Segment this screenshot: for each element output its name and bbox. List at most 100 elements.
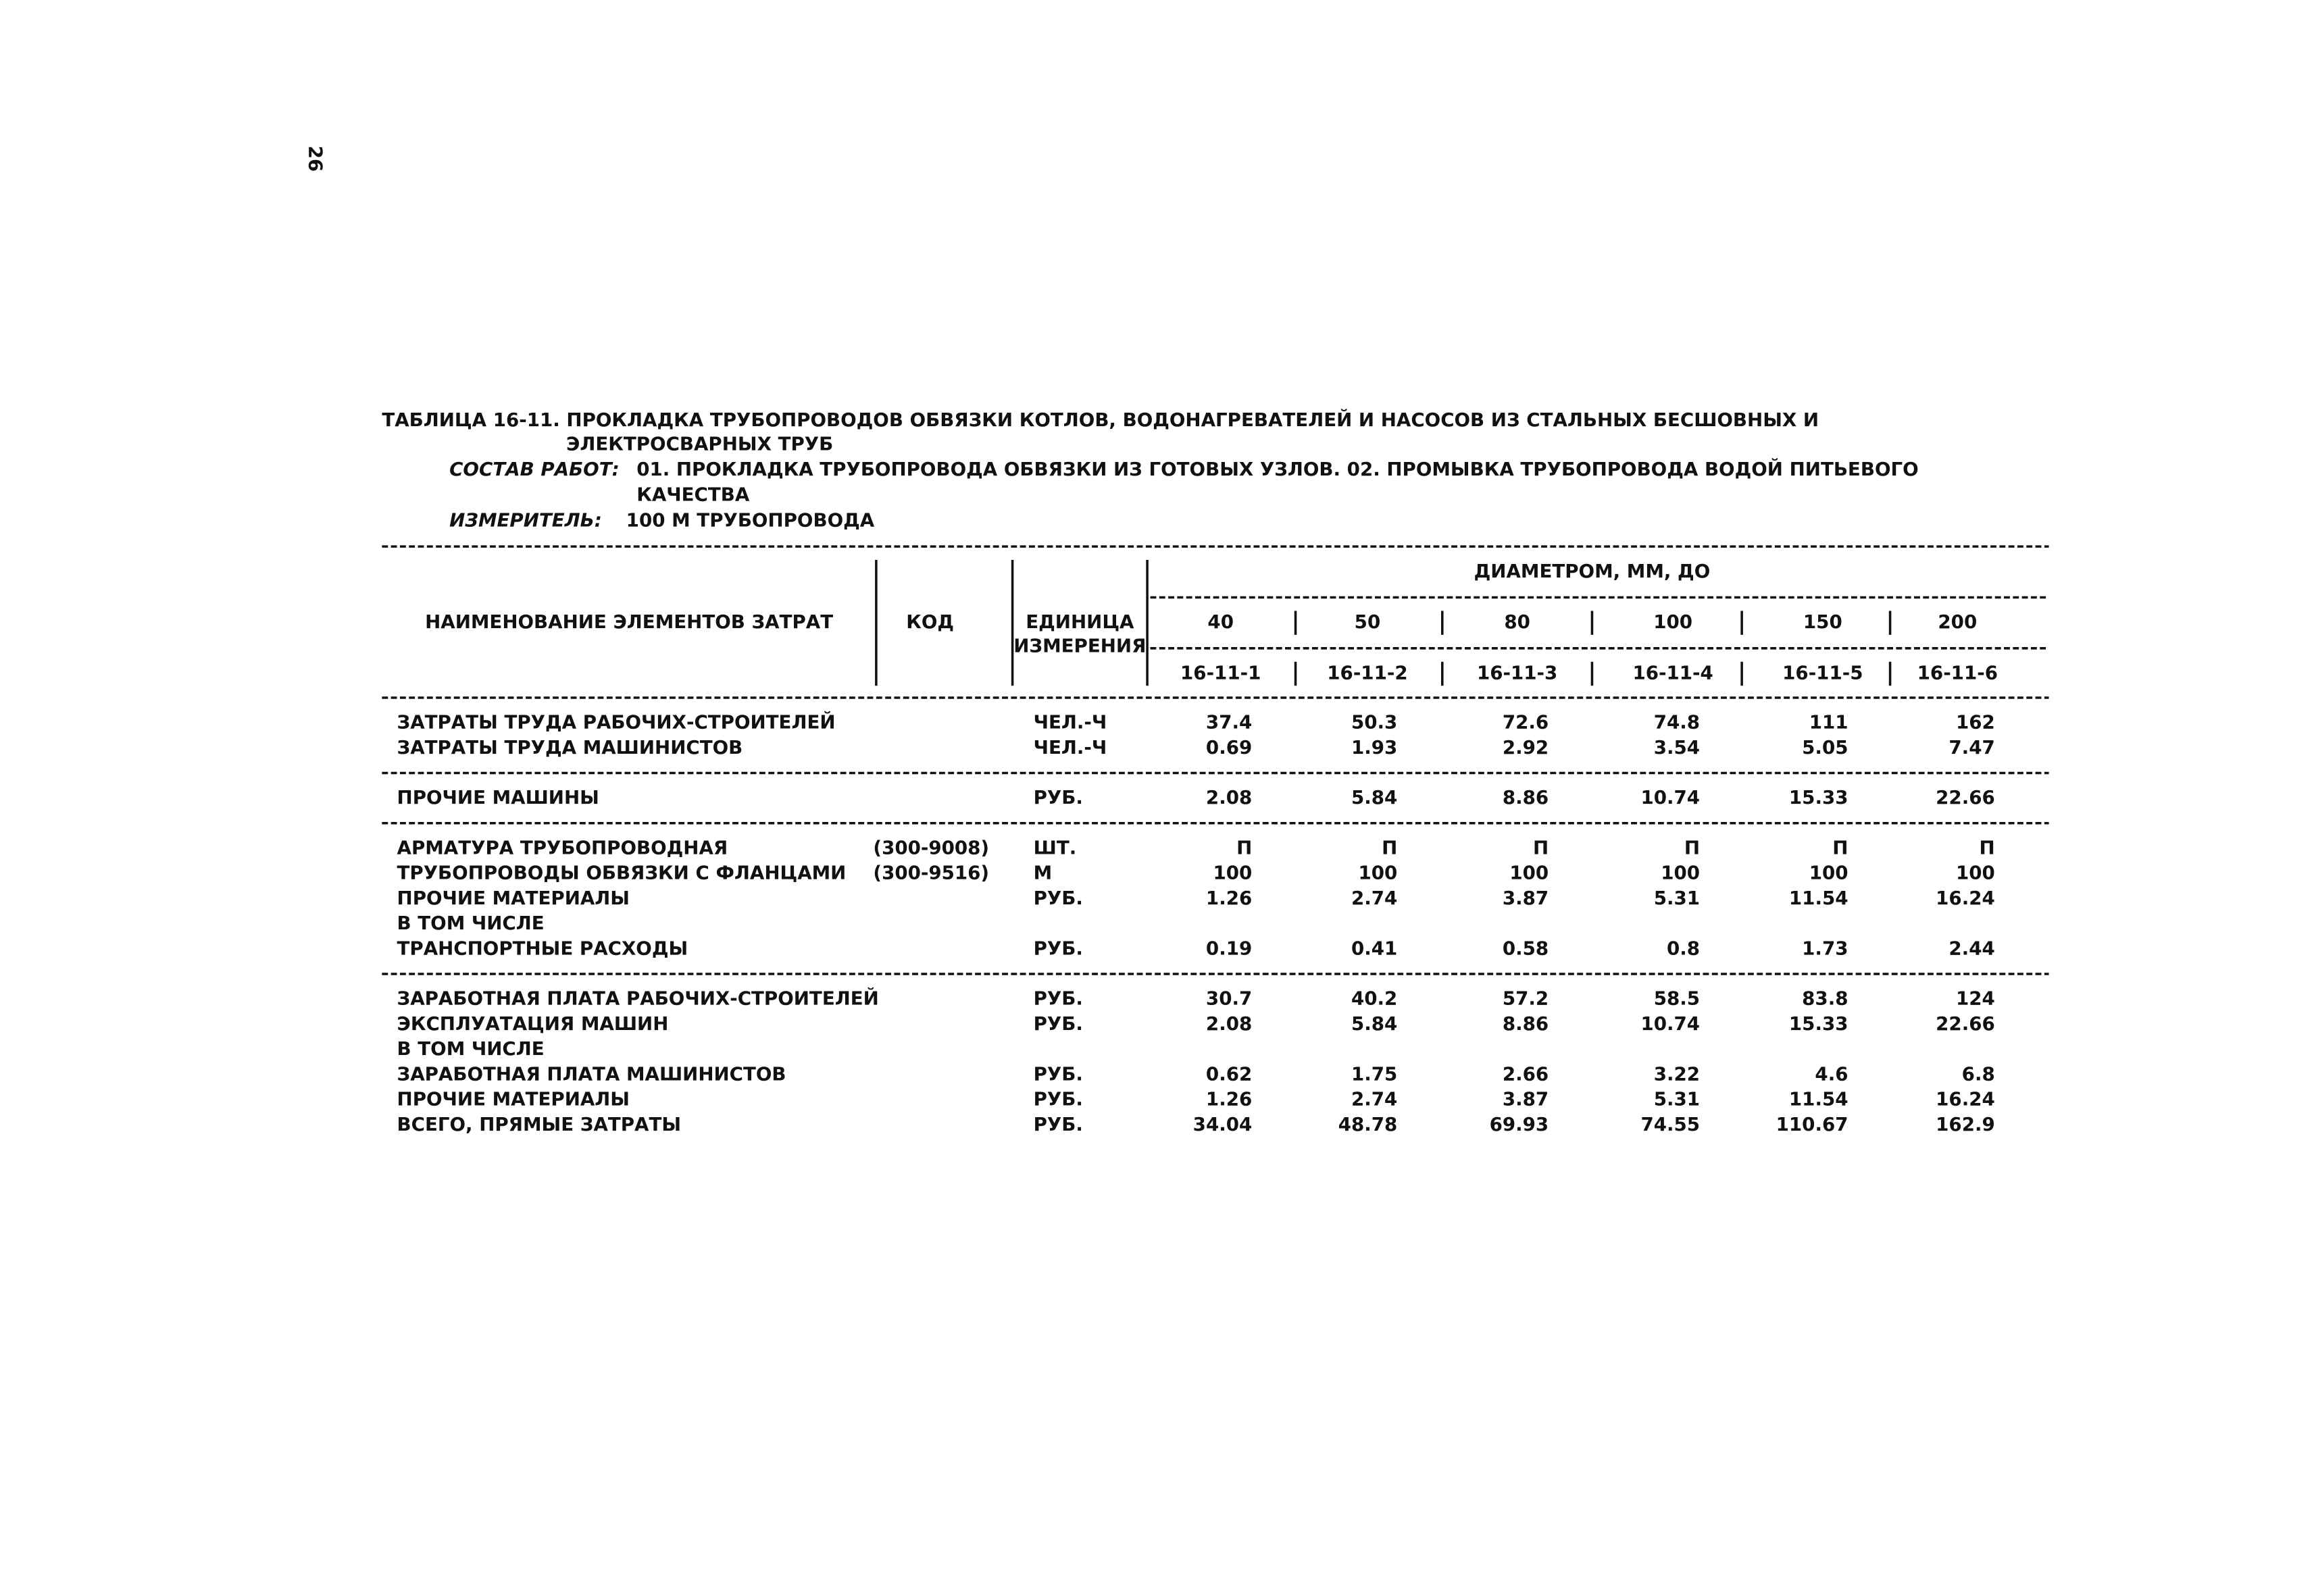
price-code: 16-11-1 — [1180, 662, 1261, 684]
row-unit: РУБ. — [1034, 786, 1083, 808]
row-unit: ЧЕЛ.-Ч — [1034, 736, 1107, 758]
cell-value: П — [1832, 836, 1848, 858]
price-code: 16-11-2 — [1327, 662, 1407, 684]
cell-value: 1.93 — [1351, 736, 1397, 758]
cell-value: 2.08 — [1206, 786, 1252, 808]
cell-value: 10.74 — [1640, 1012, 1700, 1035]
diameter: 80 — [1504, 611, 1530, 633]
column-header: ДИАМЕТРОМ, ММ, ДО — [1474, 560, 1711, 582]
cell-value: 58.5 — [1654, 987, 1700, 1010]
cell-value: 7.47 — [1948, 736, 1994, 758]
cell-value: 16.24 — [1936, 887, 1995, 909]
cell-value: 10.74 — [1640, 786, 1700, 808]
measure-label: ИЗМЕРИТЕЛЬ: — [449, 509, 602, 531]
price-code: 16-11-5 — [1782, 662, 1863, 684]
cell-value: 2.74 — [1351, 887, 1397, 909]
row-name: ЗАРАБОТНАЯ ПЛАТА РАБОЧИХ-СТРОИТЕЛЕЙ — [397, 987, 879, 1010]
cell-value: 72.6 — [1503, 711, 1549, 733]
row-unit: РУБ. — [1034, 1088, 1083, 1110]
cell-value: 34.04 — [1193, 1113, 1253, 1135]
cell-value: 74.8 — [1654, 711, 1700, 733]
cell-value: 110.67 — [1776, 1113, 1848, 1135]
row-code: (300-9008) — [873, 836, 989, 858]
cell-value: 100 — [1213, 862, 1252, 884]
cell-value: 30.7 — [1206, 987, 1252, 1010]
cell-value: 100 — [1956, 862, 1995, 884]
cell-value: 40.2 — [1351, 987, 1397, 1010]
row-unit: РУБ. — [1034, 1012, 1083, 1035]
row-unit: РУБ. — [1034, 1113, 1083, 1135]
cell-value: 5.84 — [1351, 786, 1397, 808]
cell-value: 11.54 — [1789, 887, 1848, 909]
cell-value: 0.62 — [1206, 1062, 1252, 1085]
diameter: 50 — [1355, 611, 1381, 633]
price-code: 16-11-3 — [1477, 662, 1557, 684]
cell-value: П — [1980, 836, 1995, 858]
price-code: 16-11-6 — [1917, 662, 1998, 684]
cell-value: 6.8 — [1962, 1062, 1995, 1085]
cell-value: 1.75 — [1351, 1062, 1397, 1085]
row-name: ТРАНСПОРТНЫЕ РАСХОДЫ — [397, 937, 688, 959]
cell-value: 50.3 — [1351, 711, 1397, 733]
column-header: ИЗМЕРЕНИЯ — [1013, 635, 1146, 657]
row-name: ЭКСПЛУАТАЦИЯ МАШИН — [397, 1012, 669, 1035]
cell-value: 5.05 — [1802, 736, 1848, 758]
row-code: (300-9516) — [873, 862, 989, 884]
composition-label: СОСТАВ РАБОТ: — [449, 458, 620, 480]
row-name: ПРОЧИЕ МАТЕРИАЛЫ — [397, 1088, 630, 1110]
cell-value: 100 — [1661, 862, 1700, 884]
column-header: ЕДИНИЦА — [1026, 611, 1134, 633]
cell-value: 2.92 — [1503, 736, 1549, 758]
cell-value: 124 — [1956, 987, 1995, 1010]
cell-value: 8.86 — [1503, 1012, 1549, 1035]
row-name: В ТОМ ЧИСЛЕ — [397, 912, 545, 934]
title: ТАБЛИЦА 16-11. ПРОКЛАДКА ТРУБОПРОВОДОВ О… — [382, 408, 1819, 431]
column-header: КОД — [906, 611, 954, 633]
row-unit: РУБ. — [1034, 1062, 1083, 1085]
title: ЭЛЕКТРОСВАРНЫХ ТРУБ — [566, 432, 833, 455]
composition: КАЧЕСТВА — [636, 484, 750, 506]
row-name: ВСЕГО, ПРЯМЫЕ ЗАТРАТЫ — [397, 1113, 682, 1135]
row-unit: РУБ. — [1034, 987, 1083, 1010]
cell-value: 3.54 — [1654, 736, 1700, 758]
cell-value: 5.31 — [1654, 887, 1700, 909]
cell-value: 11.54 — [1789, 1088, 1848, 1110]
diameter: 100 — [1653, 611, 1692, 633]
cell-value: 2.08 — [1206, 1012, 1252, 1035]
row-name: ПРОЧИЕ МАТЕРИАЛЫ — [397, 887, 630, 909]
cell-value: 5.84 — [1351, 1012, 1397, 1035]
row-unit: ШТ. — [1034, 836, 1077, 858]
cell-value: 0.41 — [1351, 937, 1397, 959]
cell-value: 162.9 — [1936, 1113, 1995, 1135]
cell-value: 2.74 — [1351, 1088, 1397, 1110]
cell-value: 69.93 — [1490, 1113, 1549, 1135]
cell-value: 8.86 — [1503, 786, 1549, 808]
cell-value: 48.78 — [1338, 1113, 1398, 1135]
diameter: 150 — [1803, 611, 1842, 633]
cell-value: 3.87 — [1503, 887, 1549, 909]
row-unit: М — [1034, 862, 1053, 884]
cell-value: 3.22 — [1654, 1062, 1700, 1085]
cell-value: П — [1533, 836, 1549, 858]
cell-value: 0.8 — [1667, 937, 1700, 959]
cell-value: 83.8 — [1802, 987, 1848, 1010]
cell-value: 162 — [1956, 711, 1995, 733]
row-name: АРМАТУРА ТРУБОПРОВОДНАЯ — [397, 836, 728, 858]
cell-value: 111 — [1809, 711, 1848, 733]
cell-value: П — [1382, 836, 1397, 858]
cell-value: 1.26 — [1206, 887, 1252, 909]
cell-value: 1.26 — [1206, 1088, 1252, 1110]
cell-value: 15.33 — [1789, 1012, 1848, 1035]
composition: 01. ПРОКЛАДКА ТРУБОПРОВОДА ОБВЯЗКИ ИЗ ГО… — [636, 457, 1918, 480]
row-unit: РУБ. — [1034, 937, 1083, 959]
cell-value: 100 — [1358, 862, 1397, 884]
column-header: НАИМЕНОВАНИЕ ЭЛЕМЕНТОВ ЗАТРАТ — [425, 611, 833, 633]
measure: 100 М ТРУБОПРОВОДА — [626, 509, 875, 531]
row-name: В ТОМ ЧИСЛЕ — [397, 1037, 545, 1060]
cell-value: 57.2 — [1503, 987, 1549, 1010]
cell-value: 5.31 — [1654, 1088, 1700, 1110]
row-name: ЗАТРАТЫ ТРУДА МАШИНИСТОВ — [397, 736, 743, 758]
cell-value: 100 — [1509, 862, 1549, 884]
cell-value: 22.66 — [1936, 786, 1995, 808]
